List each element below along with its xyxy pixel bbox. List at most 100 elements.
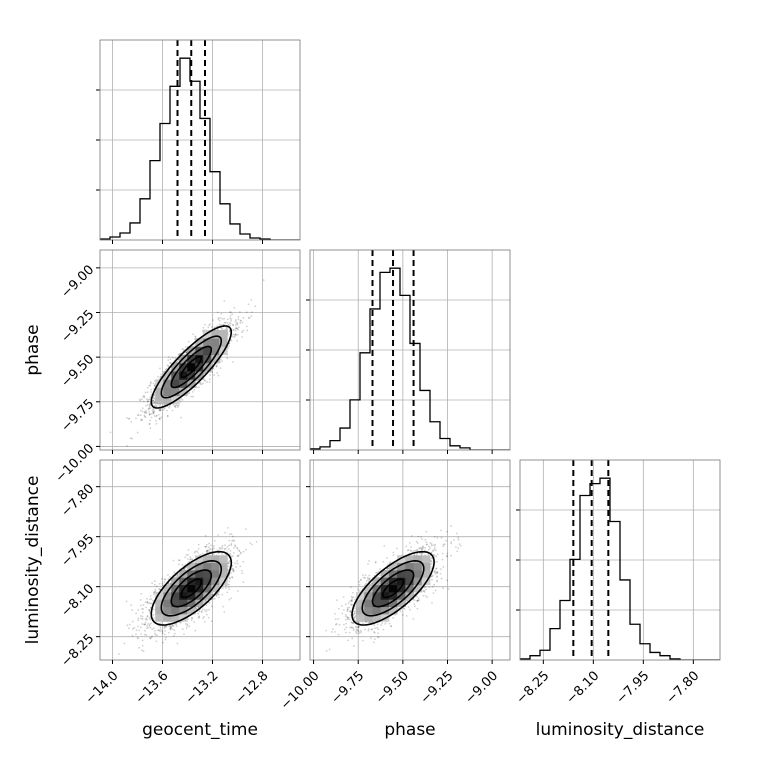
contour-1 <box>371 569 415 608</box>
density-cell <box>179 614 188 622</box>
density-cell <box>397 584 406 593</box>
sample-point <box>223 548 226 551</box>
sample-point <box>368 579 371 582</box>
sample-point <box>206 381 208 383</box>
sample-point <box>238 550 241 552</box>
sample-point <box>241 572 244 575</box>
sample-point <box>368 577 371 580</box>
sample-point <box>211 593 214 596</box>
sample-point <box>236 324 239 326</box>
sample-point <box>440 536 443 539</box>
sample-point <box>352 591 354 594</box>
sample-point <box>198 610 201 613</box>
sample-point <box>171 356 174 359</box>
sample-point <box>358 632 361 634</box>
sample-point <box>386 568 389 571</box>
sample-point <box>354 598 356 601</box>
sample-point <box>182 568 185 571</box>
sample-point <box>230 597 232 600</box>
density-cell <box>195 570 204 578</box>
density-cell <box>195 555 204 564</box>
sample-point <box>217 316 220 319</box>
sample-point <box>228 576 231 579</box>
sample-point <box>153 401 155 404</box>
sample-point <box>141 649 143 652</box>
sample-point <box>367 578 369 581</box>
sample-point <box>159 409 162 412</box>
sample-point <box>229 317 231 320</box>
sample-point <box>135 629 138 632</box>
sample-point <box>220 324 223 327</box>
sample-point <box>450 542 453 545</box>
sample-point <box>175 625 178 628</box>
sample-point <box>217 552 220 555</box>
density-cell <box>356 614 365 622</box>
density-cell <box>187 570 196 578</box>
sample-point <box>203 621 206 623</box>
density-cell <box>171 387 180 397</box>
sample-point <box>205 545 208 548</box>
sample-point <box>138 646 140 649</box>
density-cell <box>421 555 431 564</box>
sample-point <box>172 403 175 406</box>
sample-point <box>148 422 151 425</box>
sample-point <box>374 627 377 629</box>
sample-point <box>209 323 211 326</box>
density-cell <box>405 570 414 578</box>
sample-point <box>171 628 174 631</box>
sample-point <box>152 382 155 385</box>
sample-point <box>459 544 462 547</box>
sample-point <box>353 612 356 615</box>
sample-point <box>220 312 223 315</box>
sample-point <box>213 539 216 542</box>
sample-point <box>358 590 361 592</box>
sample-point <box>207 326 210 329</box>
scatter-panel-phase-luminosity_distance <box>309 459 511 661</box>
scatter-panel-geocent_time-luminosity_distance <box>99 459 301 661</box>
sample-point <box>169 361 172 364</box>
sample-point <box>242 550 245 553</box>
sample-point <box>144 391 147 394</box>
sample-point <box>149 595 152 597</box>
sample-point <box>207 549 210 552</box>
sample-point <box>406 549 409 552</box>
sample-point <box>204 379 206 382</box>
sample-point <box>241 336 243 338</box>
sample-point <box>425 541 428 544</box>
hist-bin <box>640 644 650 660</box>
sample-point <box>208 324 211 327</box>
sample-point <box>245 325 248 328</box>
sample-point <box>420 546 423 549</box>
sample-point <box>162 641 164 644</box>
sample-point <box>158 417 161 420</box>
sample-point <box>357 629 359 632</box>
sample-point <box>423 589 426 592</box>
sample-point <box>357 626 360 629</box>
sample-point <box>185 352 188 354</box>
sample-point <box>155 414 158 417</box>
grid-lines <box>100 40 300 240</box>
sample-point <box>159 626 162 629</box>
sample-point <box>148 407 151 410</box>
sample-point <box>217 374 220 377</box>
sample-point <box>212 319 214 321</box>
density-cell <box>364 606 373 615</box>
sample-point <box>346 608 349 611</box>
sample-point <box>146 391 149 393</box>
sample-point <box>242 329 245 332</box>
sample-point <box>423 586 426 589</box>
sample-point <box>359 629 362 632</box>
density-cell <box>372 577 382 586</box>
sample-point <box>130 421 133 423</box>
sample-point <box>145 412 148 414</box>
scatter-panel-geocent_time-luminosity_distance-plot-area <box>100 460 300 660</box>
sample-point <box>150 388 153 391</box>
sample-point <box>201 608 204 611</box>
sample-point <box>150 636 153 639</box>
sample-point <box>247 316 250 319</box>
hist-panel-luminosity_distance <box>516 459 721 661</box>
sample-point <box>152 412 155 415</box>
sample-point <box>233 336 235 339</box>
sample-point <box>226 357 229 360</box>
sample-point <box>204 323 206 326</box>
